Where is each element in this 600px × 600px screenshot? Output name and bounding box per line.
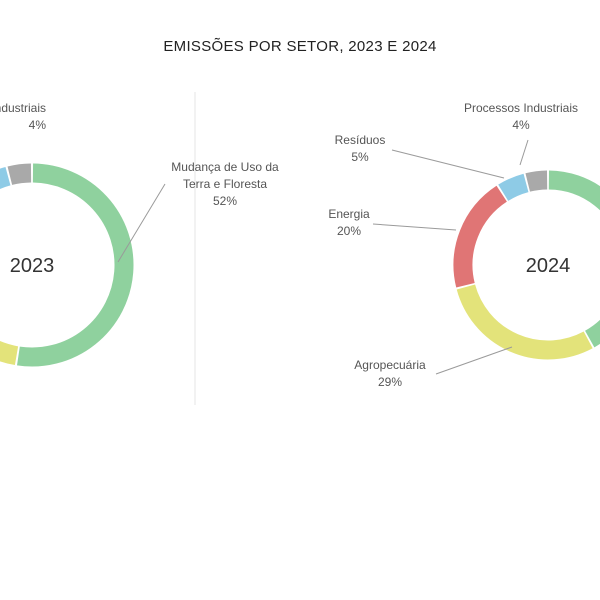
center-label-2024: 2024: [526, 255, 571, 277]
slice-2023-3: [0, 167, 11, 189]
leader-line-2024-4: [519, 139, 529, 166]
leader-line-2024-3: [391, 149, 505, 179]
slice-2024-1: [456, 284, 593, 360]
slice-label-2024-2: Energia 20%: [328, 207, 370, 238]
leader-line-2023-0: [117, 183, 166, 263]
donut-chart-2024: 2024 Agropecuária 29% Energia 20% Resíduos 5% P…: [328, 101, 600, 389]
slice-2024-4: [525, 170, 548, 192]
leader-line-2024-2: [372, 223, 457, 231]
slice-label-2023-0: Mudança de Uso da Terra e Floresta 52%: [171, 160, 279, 208]
slice-label-2024-1: Agropecuária 29%: [354, 358, 426, 389]
leader-line-2024-1: [435, 346, 513, 375]
slice-2023-0: [17, 163, 134, 367]
center-label-2023: 2023: [10, 255, 55, 277]
slice-label-2024-4: Processos Industriais 4%: [464, 101, 578, 132]
slice-2024-2: [453, 185, 508, 288]
donut-chart-2023: 2023 Mudança de Uso da Terra e Floresta 52%…: [0, 101, 279, 367]
slice-2024-3: [498, 173, 529, 201]
slice-2024-0: [548, 170, 600, 348]
slice-2023-4: [7, 163, 32, 185]
slice-label-2024-3: Resíduos 5%: [335, 133, 386, 164]
chart-title: EMISSÕES POR SETOR, 2023 E 2024: [163, 38, 437, 55]
